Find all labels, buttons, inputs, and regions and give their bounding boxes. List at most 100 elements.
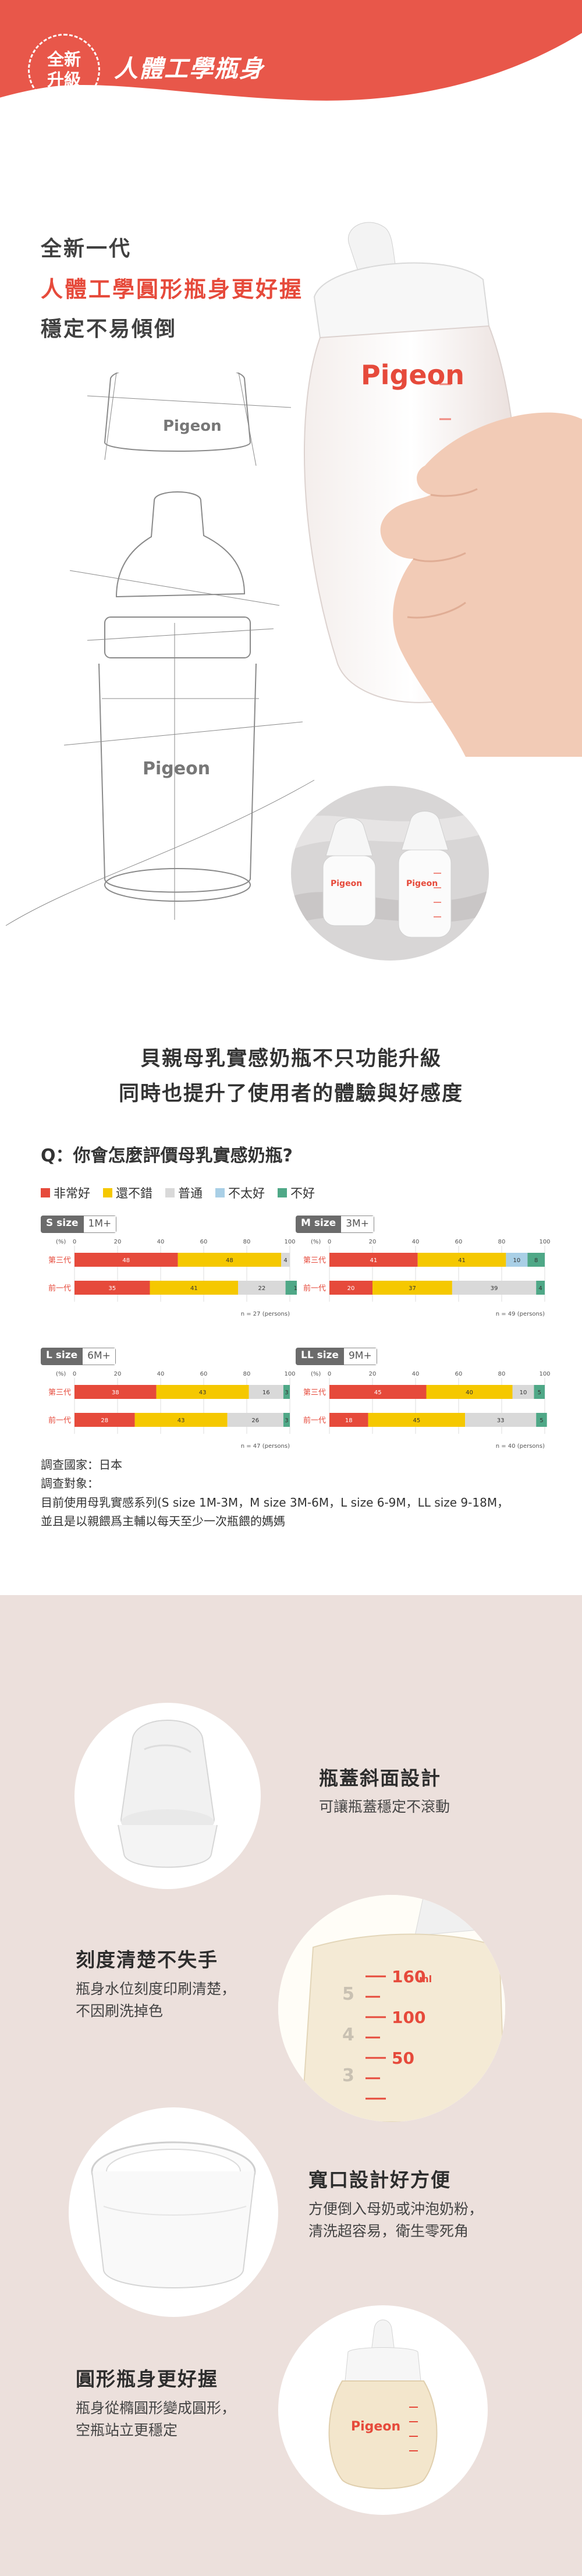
chart-ll-size: LL size 9M+ (%) 0 20 40 60 80 100 第三代 45 40 10 5 前一代 1… [296,1348,552,1464]
sample-size-label: n = 49 (persons) [496,1311,545,1317]
legend-swatch [278,1188,287,1197]
axis-unit: (%) [56,1239,66,1245]
new-upgrade-badge: 全新 升級 [28,34,100,106]
chart-plot-m-size: (%) 0 20 40 60 80 100 第三代 41 41 10 8 前一代 20 37 39 4 n = 4… [303,1239,551,1317]
data-label: 4 [283,1257,287,1264]
chart-l-size: L size 6M+ (%) 0 20 40 60 80 100 第三代 38 43 16 3 前一代 28… [41,1348,297,1464]
bar-segment [156,1385,249,1399]
bar-segment [465,1413,537,1427]
tick-label: 100 [284,1239,295,1245]
bar-segment [506,1253,528,1267]
data-label: 10 [520,1390,527,1396]
bar-segment [74,1253,178,1267]
svg-text:3: 3 [342,2065,354,2086]
page-title: 人體工學瓶身 [114,55,264,83]
tick-label: 0 [73,1371,76,1377]
feature-1-desc-line-1: 可讓瓶蓋穩定不滾動 [319,1798,450,1815]
size-tag: S size 1M+ [41,1216,117,1233]
hand-holding-bottle-photo: Pigeon [303,222,582,757]
bar-segment [329,1281,372,1295]
sample-size-label: n = 27 (persons) [241,1311,290,1317]
badge-line-2: 升級 [47,70,81,90]
size-name: M size [296,1216,342,1233]
intro-line-3: 穩定不易傾倒 [41,317,178,341]
survey-target-line-1: 目前使用母乳實感系列(S size 1M-3M，M size 3M-6M，L s… [41,1495,509,1510]
bar-segment [329,1253,418,1267]
size-tag: M size 3M+ [296,1216,374,1233]
data-label: 40 [466,1390,473,1396]
data-label: 3 [285,1390,288,1396]
bar-segment [285,1281,297,1295]
feature-4-desc-line-2: 空瓶站立更穩定 [76,2421,178,2439]
legend-item-average: 普通 [165,1184,203,1202]
axis-unit: (%) [311,1239,321,1245]
chart-s-size: S size 1M+ (%) 0 20 40 60 80 100 第三代 48 48 4 前一代 35 41… [41,1216,297,1332]
data-label: 8 [534,1257,538,1264]
scale-mark-50: 50 [392,2049,414,2068]
survey-target-label: 調查對象： [41,1476,99,1491]
bar-segment [329,1413,368,1427]
duo-bottle-left-brand: Pigeon [331,879,362,888]
bar-segment [426,1385,513,1399]
data-label: 5 [538,1390,541,1396]
data-label: 39 [491,1285,498,1292]
tick-label: 20 [114,1239,122,1245]
tick-label: 60 [455,1239,463,1245]
tick-label: 20 [114,1371,122,1377]
round-bottle-illustration: Pigeon [328,2319,438,2489]
legend-swatch [215,1188,225,1197]
tick-label: 60 [200,1239,208,1245]
bar-segment [534,1385,545,1399]
legend-label: 還不錯 [116,1186,152,1200]
data-label: 11 [294,1285,297,1292]
size-range: 1M+ [83,1216,117,1233]
bar-segment [417,1253,506,1267]
data-label: 45 [374,1390,382,1396]
size-name: L size [41,1348,83,1365]
legend-swatch [165,1188,175,1197]
tick-label: 40 [157,1371,165,1377]
bar-segment [536,1413,547,1427]
data-label: 45 [413,1418,420,1424]
feature-1-title: 瓶蓋斜面設計 [319,1767,441,1790]
intro-line-1: 全新一代 [41,237,132,261]
data-label: 41 [190,1285,198,1292]
scale-photo: 160 ml 100 50 5 4 3 [278,1895,505,2122]
tick-label: 20 [369,1371,377,1377]
tick-label: 80 [243,1239,251,1245]
tick-label: 100 [539,1239,550,1245]
tick-label: 40 [157,1239,165,1245]
feature-4-desc: 瓶身從橢圓形變成圓形， 空瓶站立更穩定 [76,2397,236,2441]
bar-segment [178,1253,282,1267]
category-label: 第三代 [303,1388,326,1397]
legend-item-not-good: 不太好 [215,1184,265,1202]
legend-item-very-good: 非常好 [41,1184,90,1202]
bottle-photo-brand: Pigeon [361,359,464,391]
category-label: 第三代 [48,1256,71,1265]
data-label: 5 [540,1418,543,1424]
round-bottle-brand: Pigeon [351,2419,400,2434]
data-label: 33 [497,1418,505,1424]
size-name: S size [41,1216,84,1233]
header-wave-background [0,0,582,101]
survey-target-line-2: 並且是以親餵爲主輔以每天至少一次瓶餵的媽媽 [41,1514,285,1529]
tick-label: 100 [539,1371,550,1377]
bar-segment [74,1281,150,1295]
chart-legend: 非常好 還不錯 普通 不太好 不好 [41,1184,315,1202]
data-label: 43 [178,1418,185,1424]
scale-mark-100: 100 [392,2008,425,2027]
bar-segment [283,1413,290,1427]
feature-2-desc-line-2: 不因刷洗掉色 [76,2002,164,2019]
tick-label: 80 [498,1239,506,1245]
data-label: 41 [458,1257,466,1264]
feature-2-title: 刻度清楚不失手 [76,1948,218,1971]
legend-label: 不太好 [228,1186,265,1200]
legend-swatch [41,1188,50,1197]
legend-swatch [103,1188,112,1197]
data-label: 48 [226,1257,233,1264]
legend-item-good: 還不錯 [103,1184,152,1202]
tick-label: 0 [328,1371,331,1377]
data-label: 3 [285,1418,288,1424]
size-tag: L size 6M+ [41,1348,116,1365]
size-range: 3M+ [341,1216,374,1233]
